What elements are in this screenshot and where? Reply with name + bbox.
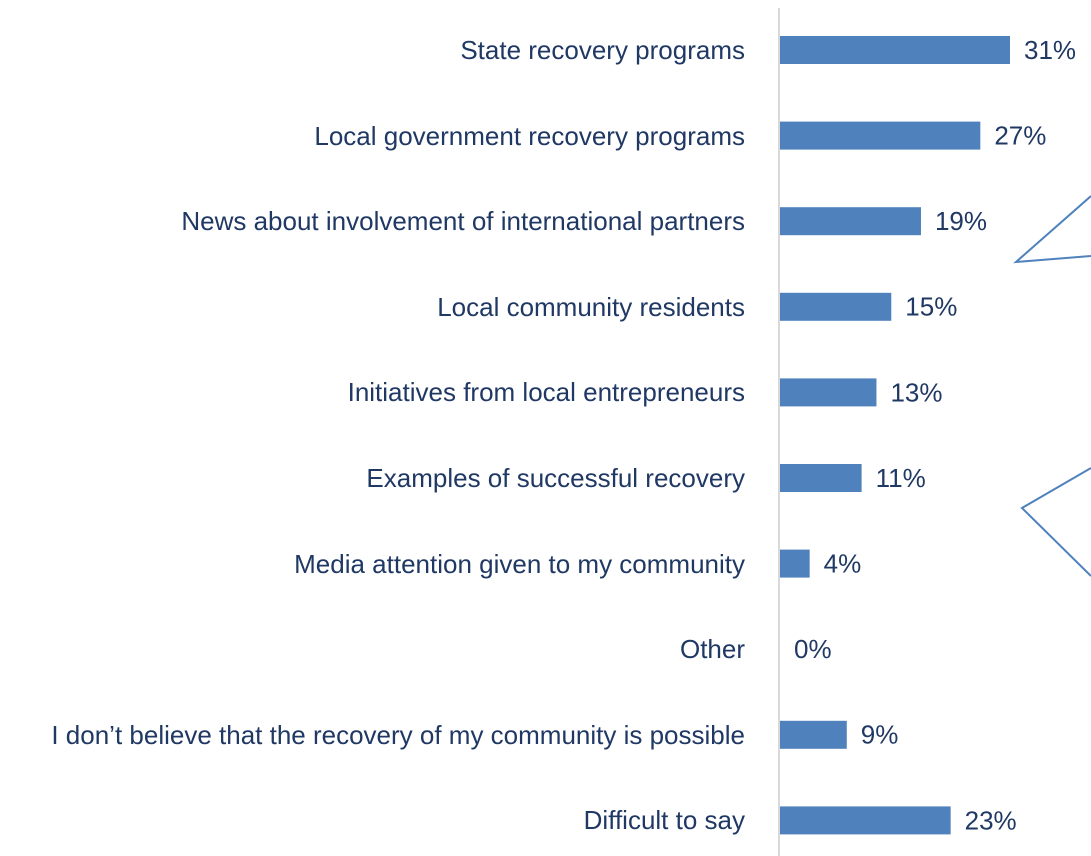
category-label-box: Local government recovery programs — [10, 118, 745, 154]
callout-pointer — [1013, 195, 1091, 264]
bar — [780, 378, 877, 407]
category-label-box: I don’t believe that the recovery of my … — [10, 717, 745, 753]
category-label: Difficult to say — [583, 805, 745, 836]
category-label-box: Difficult to say — [10, 802, 745, 838]
value-label: 27% — [994, 120, 1046, 150]
category-label: Examples of successful recovery — [366, 463, 745, 493]
category-label: Local community residents — [437, 291, 745, 322]
value-label: 13% — [890, 377, 942, 407]
bar — [780, 207, 921, 236]
value-label: 19% — [935, 206, 987, 236]
category-label-box: Other — [10, 631, 745, 667]
category-label: Media attention given to my community — [294, 548, 745, 579]
value-label: 0% — [794, 634, 832, 664]
bar — [780, 720, 847, 749]
category-label-box: News about involvement of international … — [10, 203, 745, 239]
category-label-box: Media attention given to my community — [10, 546, 745, 582]
bar — [780, 292, 892, 321]
category-label-box: Local community residents — [10, 289, 745, 325]
category-label: News about involvement of international … — [181, 206, 745, 237]
bar — [780, 36, 1010, 64]
bar — [780, 464, 862, 492]
bar — [780, 121, 981, 150]
category-label: Initiatives from local entrepreneurs — [347, 377, 745, 408]
value-label: 23% — [965, 805, 1017, 835]
category-label-box: Examples of successful recovery — [10, 460, 745, 496]
value-label: 11% — [876, 463, 926, 493]
category-label: Other — [679, 634, 745, 665]
value-label: 4% — [824, 548, 862, 578]
bar — [780, 806, 951, 835]
value-label: 31% — [1024, 35, 1076, 65]
value-label: 15% — [905, 292, 957, 322]
category-label-box: Initiatives from local entrepreneurs — [10, 374, 745, 410]
category-label-box: State recovery programs — [10, 32, 745, 68]
callout-pointer — [1020, 467, 1091, 577]
value-label: 9% — [861, 720, 899, 750]
category-label: I don’t believe that the recovery of my … — [51, 719, 745, 750]
category-label: State recovery programs — [460, 35, 745, 65]
bar — [780, 549, 810, 578]
category-label: Local government recovery programs — [314, 120, 745, 151]
